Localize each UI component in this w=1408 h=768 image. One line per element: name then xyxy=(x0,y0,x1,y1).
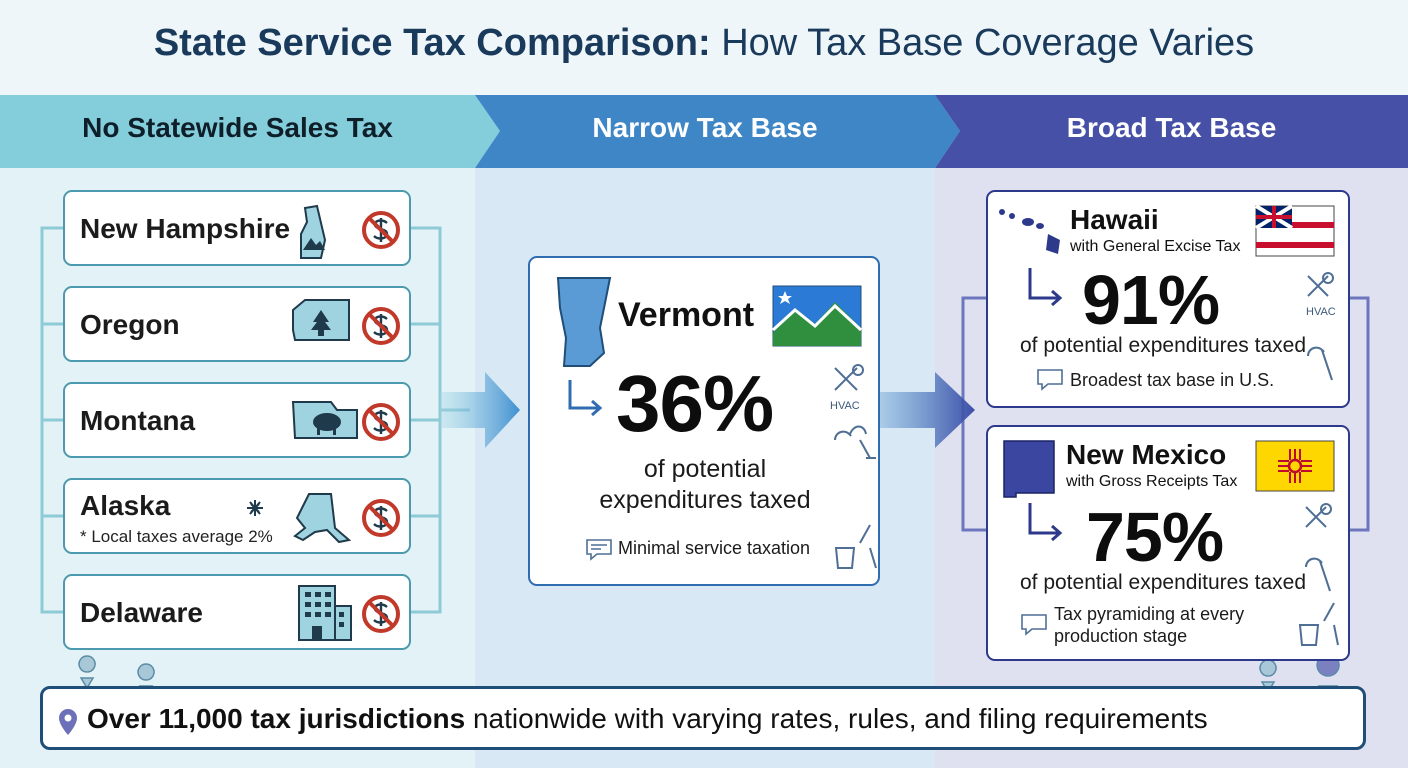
arrow-icon xyxy=(1028,503,1063,542)
flag xyxy=(1254,204,1335,257)
state-card: Alaska * Local taxes average 2% xyxy=(63,478,411,554)
icon-label: HVAC xyxy=(1306,306,1336,318)
state-icons xyxy=(291,401,400,441)
state-note: * Local taxes average 2% xyxy=(80,527,273,546)
column-title: No Statewide Sales Tax xyxy=(82,112,393,143)
percent: 91% xyxy=(1082,261,1220,339)
flag xyxy=(1255,440,1335,492)
footer-rest: nationwide with varying rates, rules, an… xyxy=(472,703,1208,734)
percent: 36% xyxy=(616,359,774,448)
state-icons xyxy=(300,204,400,259)
service-icons xyxy=(1298,503,1339,646)
state-card: Delaware xyxy=(63,574,411,650)
card-graphics xyxy=(999,204,1335,391)
service-icons xyxy=(1307,272,1334,381)
column-title: Broad Tax Base xyxy=(1066,112,1277,143)
state-icons xyxy=(292,299,400,345)
comment-icon xyxy=(1037,369,1063,391)
note: Minimal service taxation xyxy=(618,538,811,558)
arrow-icon xyxy=(1028,268,1063,307)
footer-bold: Over 11,000 tax jurisdictions xyxy=(87,703,466,734)
card-graphics xyxy=(1003,440,1339,646)
percent: 75% xyxy=(1086,498,1224,576)
footer: Over 11,000 tax jurisdictions nationwide… xyxy=(40,686,1366,750)
state-icons xyxy=(247,493,400,544)
comment-icon xyxy=(1021,614,1047,636)
card-graphics xyxy=(556,277,877,569)
header-band xyxy=(935,95,1408,168)
header-band xyxy=(475,95,960,168)
column-bg xyxy=(0,168,475,768)
flow-arrow xyxy=(440,372,520,448)
new-mexico-card: New Mexico with Gross Receipts Tax 75% o… xyxy=(986,425,1350,661)
title-bold: State Service Tax Comparison: xyxy=(153,22,711,64)
header-band xyxy=(0,95,500,168)
note: Tax pyramiding at every production stage xyxy=(1054,604,1245,646)
vermont-card: Vermont 36% HVAC of potential expenditur… xyxy=(528,256,880,586)
pin-icon xyxy=(59,709,77,735)
state-name: Delaware xyxy=(80,597,203,628)
footer-text: Over 11,000 tax jurisdictions nationwide… xyxy=(87,703,1208,735)
state-shape xyxy=(999,209,1060,254)
column-title: Narrow Tax Base xyxy=(592,112,818,143)
caption: of potential expenditures taxed xyxy=(1019,571,1307,594)
icon-label: HVAC xyxy=(830,400,860,412)
state-name: Alaska xyxy=(80,490,171,521)
caption: of potential expenditures taxed xyxy=(599,455,811,514)
arrow-icon xyxy=(568,380,603,417)
state-name: Hawaii xyxy=(1070,204,1159,235)
subtitle: with General Excise Tax xyxy=(1070,238,1241,255)
hawaii-card: Hawaii with General Excise Tax 91% HVAC … xyxy=(986,190,1350,408)
title: State Service Tax Comparison: How Tax Ba… xyxy=(0,22,1408,65)
subtitle: with Gross Receipts Tax xyxy=(1066,473,1238,490)
state-shape xyxy=(1003,440,1055,498)
state-name: New Hampshire xyxy=(80,213,291,244)
state-card: Montana xyxy=(63,382,411,458)
caption: of potential expenditures taxed xyxy=(1019,334,1307,357)
note: Broadest tax base in U.S. xyxy=(1070,370,1275,390)
state-icons xyxy=(298,585,400,641)
state-card: Oregon xyxy=(63,286,411,362)
comment-icon xyxy=(586,539,612,561)
title-rest: How Tax Base Coverage Varies xyxy=(721,22,1255,64)
flow-arrow xyxy=(880,372,975,448)
flag xyxy=(771,285,863,347)
state-name: New Mexico xyxy=(1066,439,1227,470)
state-shape xyxy=(556,277,612,367)
state-name: Oregon xyxy=(80,309,180,340)
state-name: Vermont xyxy=(618,296,755,334)
state-name: Montana xyxy=(80,405,196,436)
state-card: New Hampshire xyxy=(63,190,411,266)
service-icons xyxy=(834,364,877,569)
